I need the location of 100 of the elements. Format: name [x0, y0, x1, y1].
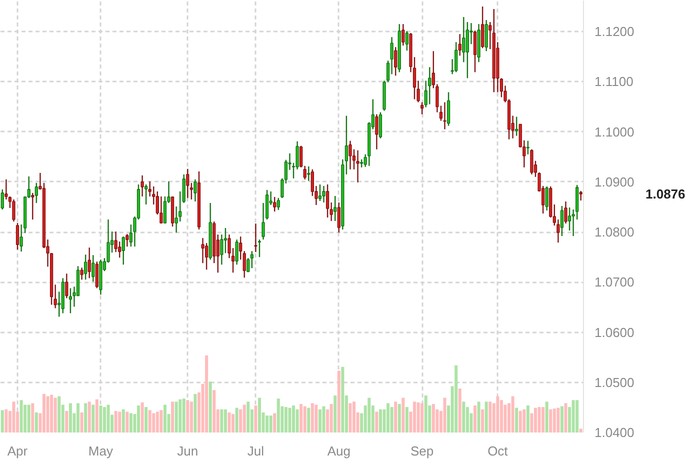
bar — [27, 404, 30, 432]
candlestick — [488, 21, 492, 50]
bar — [12, 402, 16, 432]
bar — [84, 403, 88, 432]
bar — [394, 402, 398, 432]
bar — [208, 382, 212, 432]
bar — [80, 412, 84, 432]
bar — [0, 410, 4, 432]
bar — [160, 410, 163, 432]
candlestick — [250, 250, 254, 269]
candlestick — [0, 188, 4, 210]
x-tick-label: Jul — [247, 444, 264, 458]
bar — [534, 408, 537, 432]
bar — [368, 398, 371, 432]
bar — [526, 406, 530, 432]
candlestick — [300, 145, 303, 168]
candlestick — [204, 242, 208, 270]
candlestick — [326, 184, 330, 218]
bar — [341, 366, 344, 432]
bar — [148, 410, 152, 432]
y-tick-label: 1.0900 — [594, 174, 634, 190]
candlestick — [515, 116, 518, 136]
candlestick — [322, 185, 326, 204]
bar — [549, 409, 552, 432]
bar — [246, 402, 250, 432]
bar — [375, 412, 378, 432]
bar — [122, 409, 125, 432]
bar — [454, 365, 458, 432]
bar — [337, 370, 340, 432]
bar — [552, 408, 556, 432]
candlestick — [480, 6, 484, 49]
bar — [224, 409, 227, 432]
bar — [322, 406, 326, 432]
bar — [473, 406, 477, 432]
bar — [42, 394, 46, 432]
candlestick — [446, 92, 450, 126]
bar — [560, 406, 564, 432]
candlestick — [95, 261, 98, 289]
bar — [92, 404, 95, 432]
bar — [378, 409, 382, 432]
bar — [220, 409, 224, 432]
candlestick — [235, 238, 238, 266]
bar — [488, 402, 492, 432]
bar — [242, 404, 246, 432]
candlestick — [462, 16, 466, 63]
candlestick — [394, 46, 398, 76]
bar — [228, 412, 231, 432]
bar — [4, 409, 8, 432]
candlestick — [258, 238, 262, 258]
bar — [276, 398, 280, 432]
bar — [68, 403, 72, 432]
bar — [152, 413, 156, 432]
candlestick — [190, 182, 194, 200]
candlestick — [303, 165, 306, 180]
bar — [163, 404, 166, 432]
bar — [579, 428, 582, 432]
bar — [511, 396, 514, 432]
candlestick — [402, 23, 405, 46]
candlestick — [307, 166, 310, 182]
candlestick — [16, 222, 20, 250]
candlestick — [356, 150, 360, 184]
bar — [572, 400, 575, 432]
bar — [522, 409, 526, 432]
bar — [174, 402, 178, 432]
bar — [50, 394, 54, 432]
bar — [20, 400, 23, 432]
candlestick — [579, 190, 582, 202]
x-tick-label: Apr — [7, 444, 28, 458]
bar — [515, 408, 518, 432]
candlestick — [12, 198, 16, 222]
candlestick — [530, 148, 534, 176]
bar — [348, 403, 352, 432]
bar — [556, 408, 560, 432]
bar — [171, 402, 174, 432]
bar — [477, 402, 480, 432]
bar — [76, 403, 80, 432]
candlestick — [334, 195, 337, 222]
bar — [136, 406, 140, 432]
x-tick-label: Aug — [327, 444, 350, 458]
bar — [144, 407, 148, 432]
candlestick — [242, 250, 246, 278]
bar — [292, 406, 296, 432]
bar — [284, 407, 288, 432]
candlestick — [239, 236, 242, 260]
bar — [296, 409, 299, 432]
candlestick — [186, 168, 190, 199]
bar — [106, 404, 110, 432]
bar — [398, 404, 401, 432]
candlestick — [420, 102, 424, 115]
candlestick — [160, 196, 163, 224]
candlestick — [405, 30, 409, 52]
bar — [481, 409, 484, 432]
bar — [129, 413, 132, 432]
bar — [258, 398, 261, 432]
candlestick — [220, 234, 224, 266]
bar — [99, 406, 102, 432]
y-tick-label: 1.1000 — [594, 124, 634, 140]
bar — [178, 399, 182, 432]
x-tick-label: May — [88, 444, 114, 458]
bar — [140, 402, 144, 432]
